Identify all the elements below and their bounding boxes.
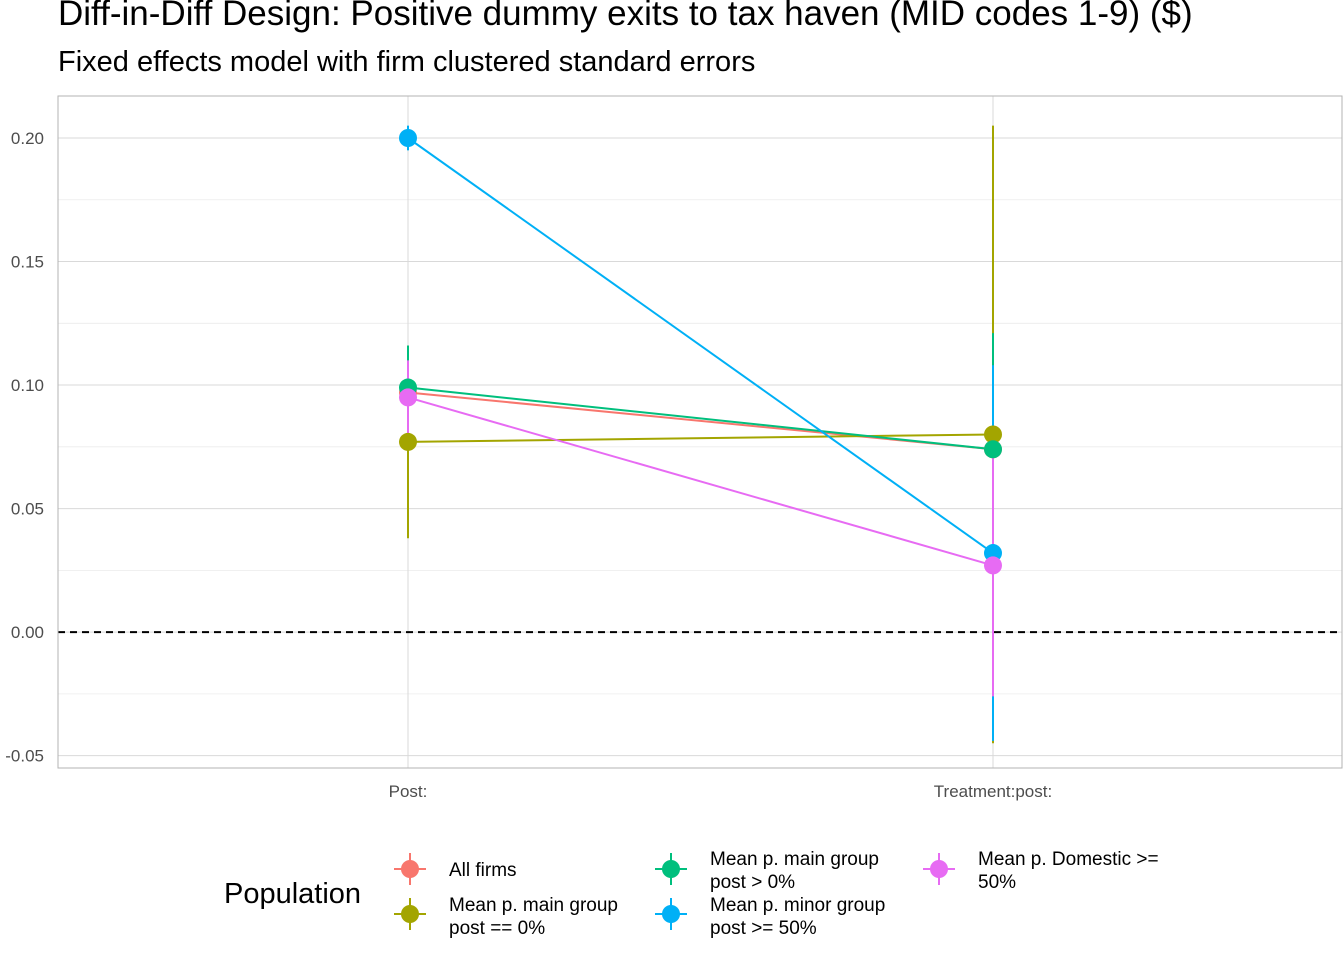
y-tick-label: 0.20 xyxy=(11,129,44,148)
legend-label-line: post > 0% xyxy=(710,872,795,893)
legend-title: Population xyxy=(224,878,361,910)
x-axis-ticks: Post: Treatment:post: xyxy=(389,782,1053,801)
legend-label-line: Mean p. minor group xyxy=(710,895,885,916)
legend-key-point xyxy=(662,905,680,923)
series-points xyxy=(399,129,1002,575)
legend-key-point xyxy=(401,860,419,878)
y-tick-label: 0.15 xyxy=(11,253,44,272)
grid-lines xyxy=(58,96,1342,768)
x-tick-label: Post: xyxy=(389,782,428,801)
legend-label-line: Mean p. main group xyxy=(710,849,879,870)
legend-label-line: 50% xyxy=(978,872,1016,893)
legend-label: Mean p. main group post > 0% xyxy=(710,849,879,893)
legend-key-point xyxy=(930,860,948,878)
legend-label-line: post >= 50% xyxy=(710,918,817,939)
legend-key-point xyxy=(662,860,680,878)
legend-item-1: Mean p. main group post == 0% xyxy=(394,895,618,939)
legend-item-2: Mean p. main group post > 0% xyxy=(655,849,879,893)
y-axis-ticks: -0.05 0.00 0.05 0.10 0.15 0.20 xyxy=(5,129,44,766)
y-tick-label: 0.10 xyxy=(11,376,44,395)
legend-item-4: Mean p. Domestic >= 50% xyxy=(923,849,1159,893)
x-tick-label: Treatment:post: xyxy=(934,782,1052,801)
line-series-1 xyxy=(407,433,994,443)
chart-subtitle: Fixed effects model with firm clustered … xyxy=(58,46,756,78)
legend-item-3: Mean p. minor group post >= 50% xyxy=(655,895,885,939)
legend-label-line: Mean p. main group xyxy=(449,895,618,916)
legend-label: Mean p. minor group post >= 50% xyxy=(710,895,885,939)
y-tick-label: 0.00 xyxy=(11,623,44,642)
legend-key-point xyxy=(401,905,419,923)
line-series-3 xyxy=(407,137,994,554)
legend-item-0: All firms xyxy=(394,853,517,885)
point-series-4-0 xyxy=(399,388,417,407)
legend-label: Mean p. main group post == 0% xyxy=(449,895,618,939)
point-series-1-1 xyxy=(984,425,1002,444)
y-tick-label: -0.05 xyxy=(5,747,44,766)
confidence-intervals xyxy=(407,125,994,744)
point-series-3-0 xyxy=(399,129,417,147)
point-series-2-1 xyxy=(984,440,1002,459)
legend-label: All firms xyxy=(449,860,517,881)
point-series-3-1 xyxy=(984,544,1002,563)
legend-label-line: Mean p. Domestic >= xyxy=(978,849,1159,870)
legend-label: Mean p. Domestic >= 50% xyxy=(978,849,1159,893)
point-series-4-1 xyxy=(984,556,1002,575)
legend-label-line: All firms xyxy=(449,860,517,881)
chart-title: Diff-in-Diff Design: Positive dummy exit… xyxy=(58,0,1193,33)
line-series-4 xyxy=(407,396,994,567)
series-lines xyxy=(407,137,994,567)
y-tick-label: 0.05 xyxy=(11,500,44,519)
line-series-2 xyxy=(407,386,994,451)
legend-label-line: post == 0% xyxy=(449,918,545,939)
plot-panel-border xyxy=(57,95,1343,769)
point-series-1-0 xyxy=(399,432,417,451)
